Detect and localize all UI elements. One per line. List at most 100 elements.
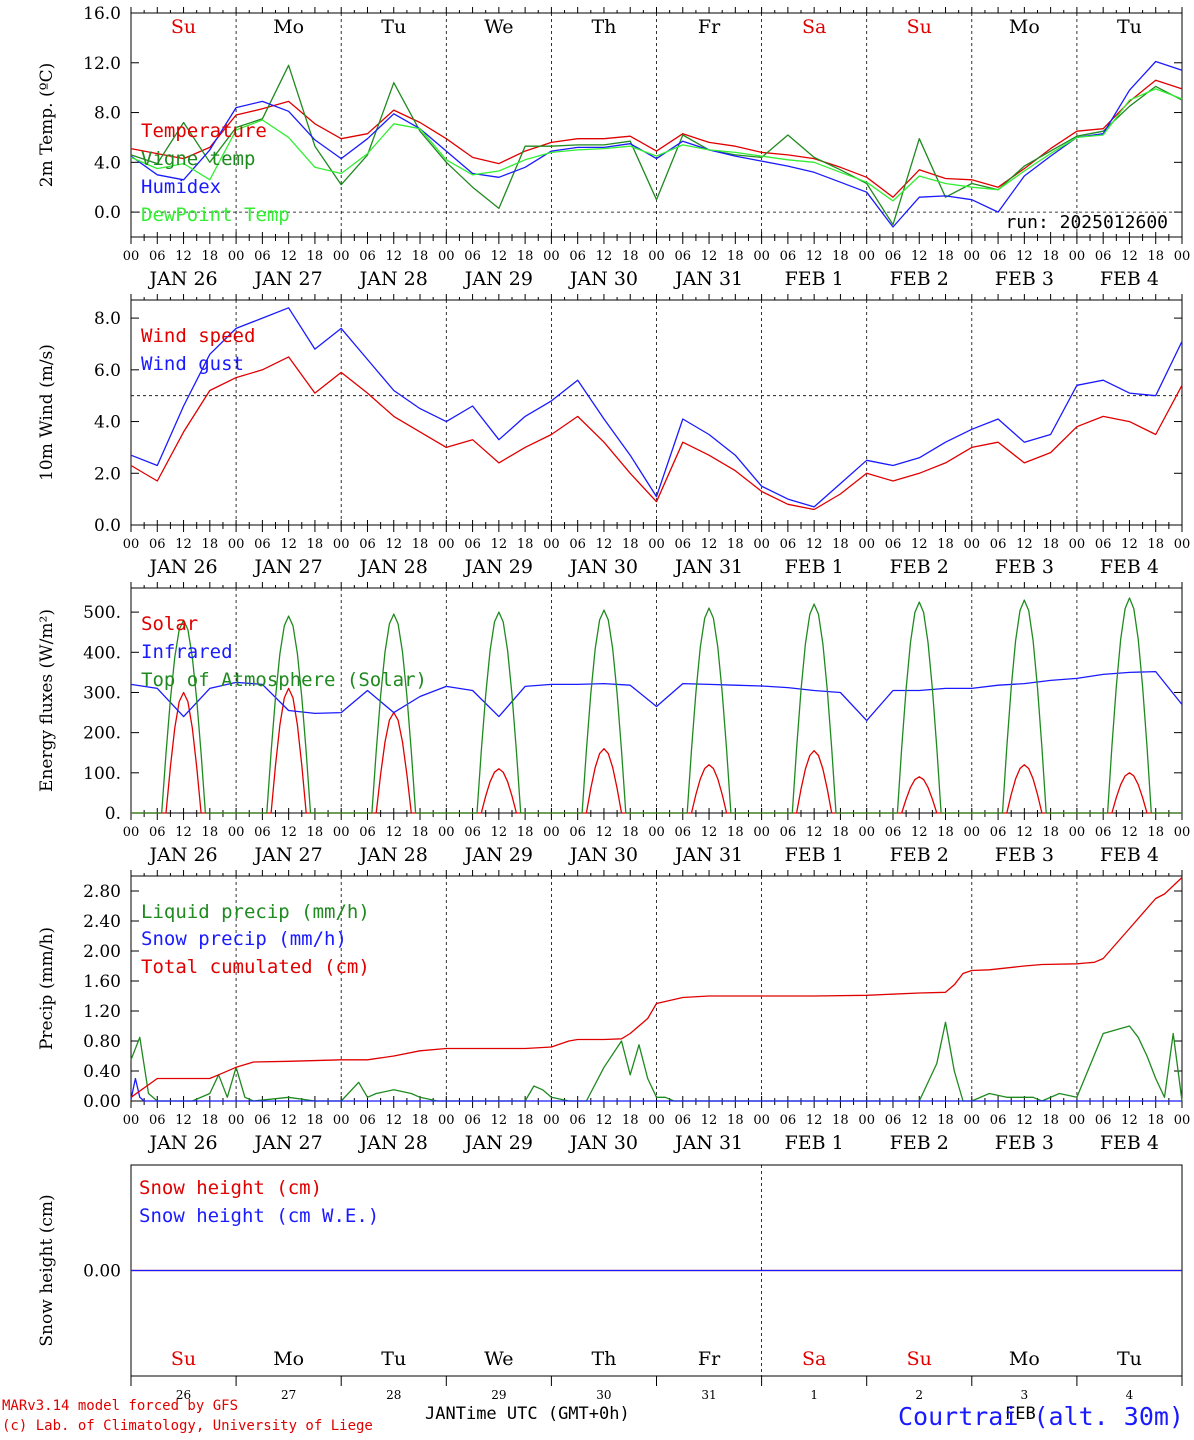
date-label: JAN 30 <box>568 268 638 290</box>
date-label: FEB 4 <box>1100 556 1159 578</box>
hour-label: 18 <box>307 825 324 840</box>
date-label: FEB 2 <box>890 556 949 578</box>
hour-label: 18 <box>1042 249 1059 264</box>
hour-label: 18 <box>622 825 639 840</box>
hour-label: 18 <box>307 249 324 264</box>
hour-label: 00 <box>543 537 560 552</box>
hour-label: 12 <box>596 249 613 264</box>
hour-label: 06 <box>990 825 1007 840</box>
y-tick-label: 0.00 <box>83 1092 121 1112</box>
legend-entry: Top of Atmosphere (Solar) <box>141 669 427 691</box>
hour-label: 06 <box>885 249 902 264</box>
weekday-label: Su <box>907 16 932 38</box>
panel-3 <box>130 582 1183 820</box>
hour-label: 18 <box>202 537 219 552</box>
panel-2 <box>130 294 1183 532</box>
series-line <box>130 670 1183 722</box>
hour-label: 12 <box>491 1113 508 1128</box>
hour-label: 12 <box>911 1113 928 1128</box>
hour-label: 12 <box>175 537 192 552</box>
hour-label: 12 <box>385 825 402 840</box>
panel-4 <box>130 870 1183 1108</box>
hour-label: 12 <box>1016 537 1033 552</box>
hour-label: 18 <box>622 1113 639 1128</box>
hour-label: 12 <box>1121 249 1138 264</box>
hour-label: 18 <box>1042 825 1059 840</box>
weekday-label: We <box>484 1348 513 1370</box>
day-number-label: 4 <box>1126 1388 1134 1402</box>
hour-label: 12 <box>596 537 613 552</box>
date-label: FEB 2 <box>890 1132 949 1154</box>
hour-label: 00 <box>964 249 981 264</box>
y-tick-label: 2.80 <box>83 882 121 902</box>
y-tick-label: 100. <box>83 764 121 784</box>
hour-label: 06 <box>1095 1113 1112 1128</box>
hour-label: 00 <box>858 537 875 552</box>
date-label: FEB 3 <box>995 1132 1054 1154</box>
hour-label: 18 <box>1147 249 1164 264</box>
legend-entry: Infrared <box>141 641 233 663</box>
day-number-label: 1 <box>810 1388 818 1402</box>
hour-label: 06 <box>359 1113 376 1128</box>
y-tick-label: 4.0 <box>94 413 121 433</box>
hour-label: 06 <box>569 249 586 264</box>
date-label: FEB 3 <box>995 844 1054 866</box>
hour-label: 06 <box>675 249 692 264</box>
date-label: JAN 31 <box>673 268 743 290</box>
hour-label: 00 <box>123 1113 140 1128</box>
day-number-label: 29 <box>491 1388 506 1402</box>
date-label: JAN 30 <box>568 844 638 866</box>
hour-label: 00 <box>1174 1113 1191 1128</box>
date-label: FEB 3 <box>995 268 1054 290</box>
y-tick-label: 200. <box>83 724 121 744</box>
hour-label: 12 <box>280 249 297 264</box>
date-label: JAN 31 <box>673 844 743 866</box>
hour-label: 12 <box>806 537 823 552</box>
hour-label: 12 <box>911 825 928 840</box>
legend-entry: Vigne temp <box>141 148 255 170</box>
hour-label: 00 <box>438 1113 455 1128</box>
date-label: FEB 1 <box>785 844 844 866</box>
hour-label: 06 <box>464 537 481 552</box>
weekday-label: Th <box>591 1348 616 1370</box>
legend-entry: Snow precip (mm/h) <box>141 928 347 950</box>
hour-label: 06 <box>675 1113 692 1128</box>
weekday-label: Mo <box>273 1348 304 1370</box>
hour-label: 00 <box>333 1113 350 1128</box>
hour-label: 00 <box>228 1113 245 1128</box>
y-tick-label: 1.60 <box>83 972 121 992</box>
hour-label: 06 <box>359 825 376 840</box>
hour-label: 00 <box>858 249 875 264</box>
hour-label: 06 <box>1095 825 1112 840</box>
hour-label: 12 <box>701 825 718 840</box>
legend-entry: Humidex <box>141 176 221 198</box>
hour-label: 00 <box>543 1113 560 1128</box>
hour-label: 00 <box>648 537 665 552</box>
hour-label: 18 <box>412 537 429 552</box>
hour-label: 18 <box>937 249 954 264</box>
hour-label: 18 <box>1147 1113 1164 1128</box>
series-line <box>130 356 1183 511</box>
date-label: JAN 29 <box>463 556 533 578</box>
hour-label: 00 <box>1069 825 1086 840</box>
month-label-feb: FEB <box>1005 1404 1036 1424</box>
hour-label: 00 <box>438 825 455 840</box>
hour-label: 18 <box>832 825 849 840</box>
hour-label: 18 <box>1042 537 1059 552</box>
y-tick-label: 8.0 <box>94 309 121 329</box>
legend-entry: DewPoint Temp <box>141 204 290 226</box>
hour-label: 06 <box>990 249 1007 264</box>
run-label: run: 2025012600 <box>1005 212 1168 233</box>
y-tick-label: 300. <box>83 683 121 703</box>
date-label: JAN 28 <box>358 844 428 866</box>
weekday-label: Tu <box>381 1348 406 1370</box>
hour-label: 18 <box>832 249 849 264</box>
hour-label: 06 <box>359 249 376 264</box>
hour-label: 12 <box>175 1113 192 1128</box>
hour-label: 00 <box>123 249 140 264</box>
series-line <box>130 877 1183 1098</box>
hour-label: 18 <box>727 537 744 552</box>
hour-label: 00 <box>543 249 560 264</box>
hour-label: 12 <box>175 825 192 840</box>
